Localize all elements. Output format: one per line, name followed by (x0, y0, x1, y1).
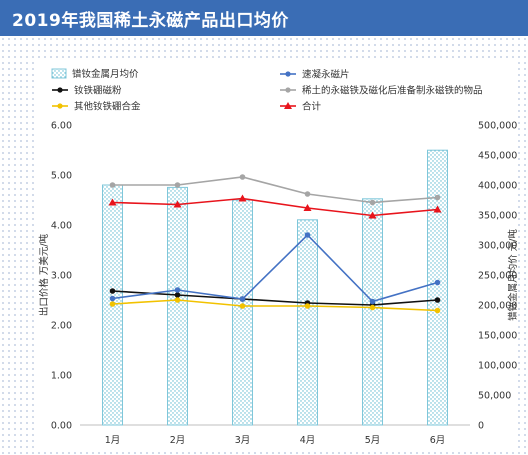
series-point-1 (434, 279, 441, 286)
bar-2 (167, 186, 188, 426)
series-point-4 (434, 307, 441, 314)
series-point-5 (303, 204, 312, 211)
x-tick-label: 6月 (430, 435, 446, 446)
series-point-3 (174, 182, 181, 188)
legend-label: 稀土的永磁铁及磁化后准备制永磁铁的物品 (302, 85, 483, 97)
series-point-3 (239, 174, 246, 180)
series-line-5 (112, 197, 438, 217)
series-point-5 (433, 205, 442, 213)
legend-marker (284, 102, 292, 109)
series-point-5 (108, 198, 117, 206)
legend-label: 其他钕铁硼合金 (74, 101, 141, 113)
x-tick-label: 5月 (365, 435, 381, 446)
legend-marker (285, 87, 291, 93)
y-left-tick-label: 0.00 (51, 421, 72, 432)
bar-3 (232, 199, 253, 426)
legend-swatch-bar (51, 68, 67, 79)
y-right-tick-label: 0 (478, 421, 484, 432)
y-right-axis-title: 镨钕金属月均价 元/吨 (507, 229, 519, 321)
y-right-tick-label: 250,000 (478, 271, 517, 282)
legend-label: 镨钕金属月均价 (72, 68, 139, 80)
y-right-tick-label: 350,000 (478, 211, 517, 222)
title-bar: 2019年我国稀土永磁产品出口均价 (0, 0, 528, 36)
series-point-5 (238, 194, 247, 202)
series-point-3 (304, 191, 311, 197)
series-point-2 (109, 288, 116, 294)
y-right-tick-label: 500,000 (478, 121, 517, 132)
y-right-tick-label: 200,000 (478, 301, 517, 312)
y-right-tick-label: 300,000 (478, 241, 517, 252)
page-title: 2019年我国稀土永磁产品出口均价 (12, 11, 289, 31)
y-left-tick-label: 4.00 (51, 221, 72, 232)
series-point-3 (434, 194, 441, 201)
legend-marker (57, 103, 63, 109)
series-point-5 (173, 200, 182, 208)
y-left-axis-title: 出口价格 万美元/吨 (38, 233, 50, 316)
y-right-tick-label: 50,000 (478, 391, 511, 402)
y-left-tick-label: 2.00 (51, 321, 72, 332)
x-tick-label: 4月 (300, 435, 316, 446)
y-right-tick-label: 100,000 (478, 361, 517, 372)
x-tick-label: 2月 (170, 435, 186, 446)
bar-4 (297, 219, 318, 426)
series-point-1 (109, 295, 116, 302)
series-point-2 (434, 297, 441, 303)
series-point-4 (369, 304, 376, 311)
legend-marker (285, 71, 291, 77)
x-tick-label: 3月 (235, 435, 251, 446)
legend-label: 合计 (302, 101, 322, 113)
legend-box (46, 64, 502, 114)
y-left-tick-label: 6.00 (51, 121, 72, 132)
bar-5 (362, 198, 383, 426)
series-line-2 (112, 290, 438, 306)
y-right-tick-label: 150,000 (478, 331, 517, 342)
legend-label: 钕铁硼磁粉 (74, 85, 122, 97)
y-left-tick-label: 3.00 (51, 271, 72, 282)
y-right-tick-label: 400,000 (478, 181, 517, 192)
x-tick-label: 1月 (105, 435, 121, 446)
series-point-3 (109, 182, 116, 188)
y-left-tick-label: 5.00 (51, 171, 72, 182)
series-point-1 (239, 296, 246, 302)
series-line-4 (112, 299, 438, 312)
y-left-tick-label: 1.00 (51, 371, 72, 382)
series-point-1 (369, 298, 376, 305)
series-point-2 (174, 292, 181, 298)
bar-6 (427, 149, 448, 426)
series-line-1 (112, 233, 438, 303)
series-point-1 (174, 287, 181, 293)
series-point-4 (304, 303, 311, 309)
legend-marker (57, 87, 63, 93)
series-point-4 (239, 303, 246, 309)
y-right-tick-label: 450,000 (478, 151, 517, 162)
series-line-3 (112, 176, 438, 204)
series-point-4 (109, 301, 116, 307)
series-point-5 (368, 211, 377, 219)
series-point-1 (304, 232, 311, 238)
series-point-4 (174, 297, 181, 303)
series-point-3 (369, 199, 376, 206)
legend-label: 速凝永磁片 (302, 69, 350, 81)
